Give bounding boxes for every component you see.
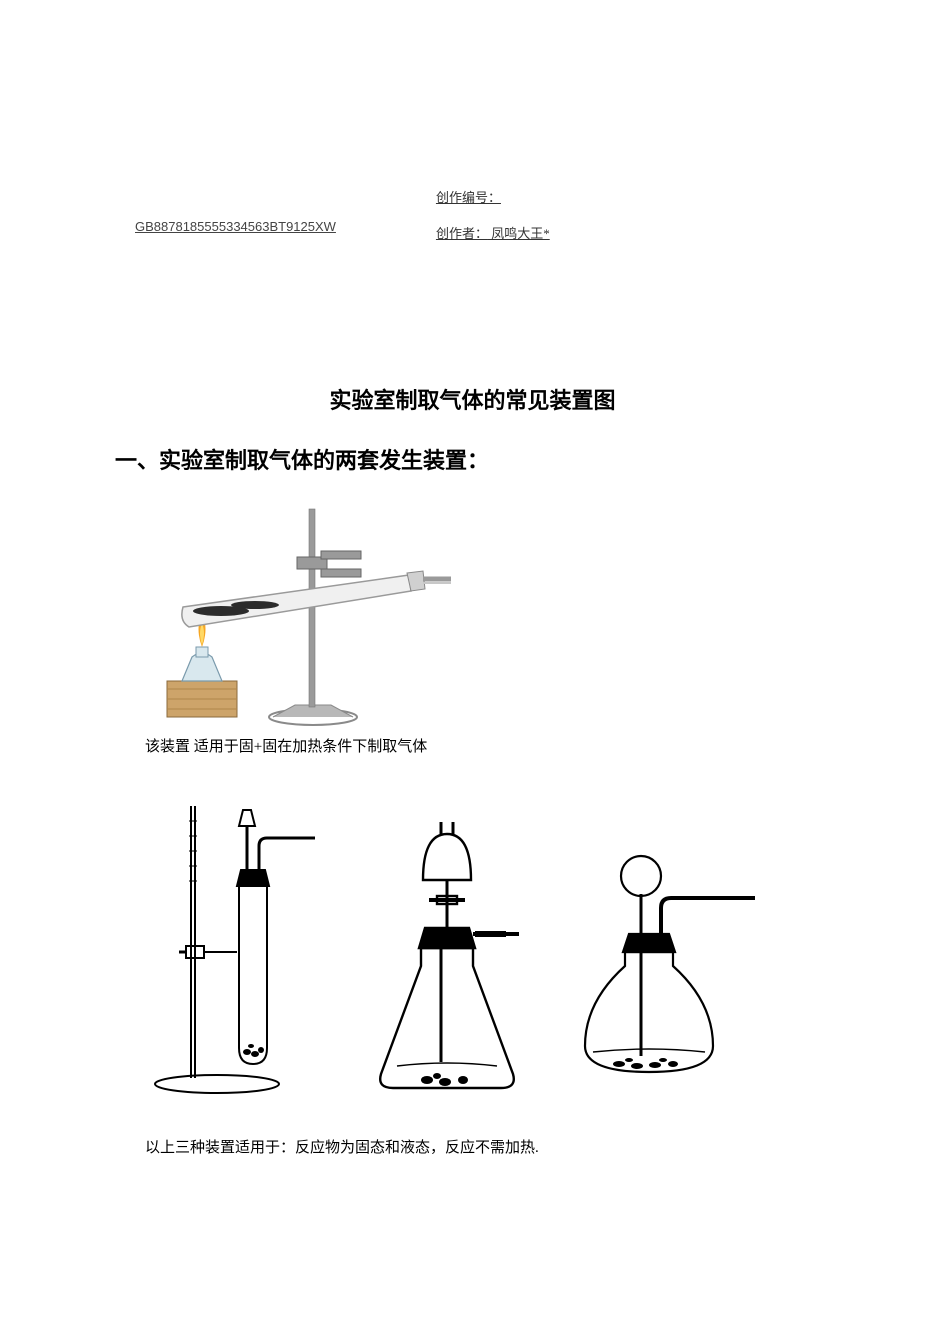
document-meta: 创作编号： 创作者： 凤鸣大王*: [436, 180, 550, 253]
page-title: 实验室制取气体的常见装置图: [135, 383, 810, 415]
apparatus-flask-thistle: [565, 846, 765, 1096]
creation-number-line: 创作编号：: [436, 180, 550, 216]
creator-label: 创作者：: [436, 226, 488, 241]
apparatus-row: [139, 796, 810, 1096]
creation-number-label: 创作编号：: [436, 190, 501, 205]
section-heading: 一、实验室制取气体的两套发生装置：: [115, 443, 810, 475]
apparatus-heating-diagram: [145, 499, 810, 729]
document-header: GB8878185555334563BT9125XW 创作编号： 创作者： 凤鸣…: [135, 180, 810, 253]
creator-value: 凤鸣大王*: [488, 226, 550, 241]
apparatus-row-caption: 以上三种装置适用于：反应物为固态和液态，反应不需加热.: [145, 1136, 810, 1157]
apparatus-heating-caption: 该装置 适用于固+固在加热条件下制取气体: [145, 735, 810, 756]
apparatus-conical-funnel: [357, 816, 537, 1096]
apparatus-testtube-stand: [139, 796, 329, 1096]
document-id: GB8878185555334563BT9125XW: [135, 219, 336, 234]
creator-line: 创作者： 凤鸣大王*: [436, 216, 550, 252]
